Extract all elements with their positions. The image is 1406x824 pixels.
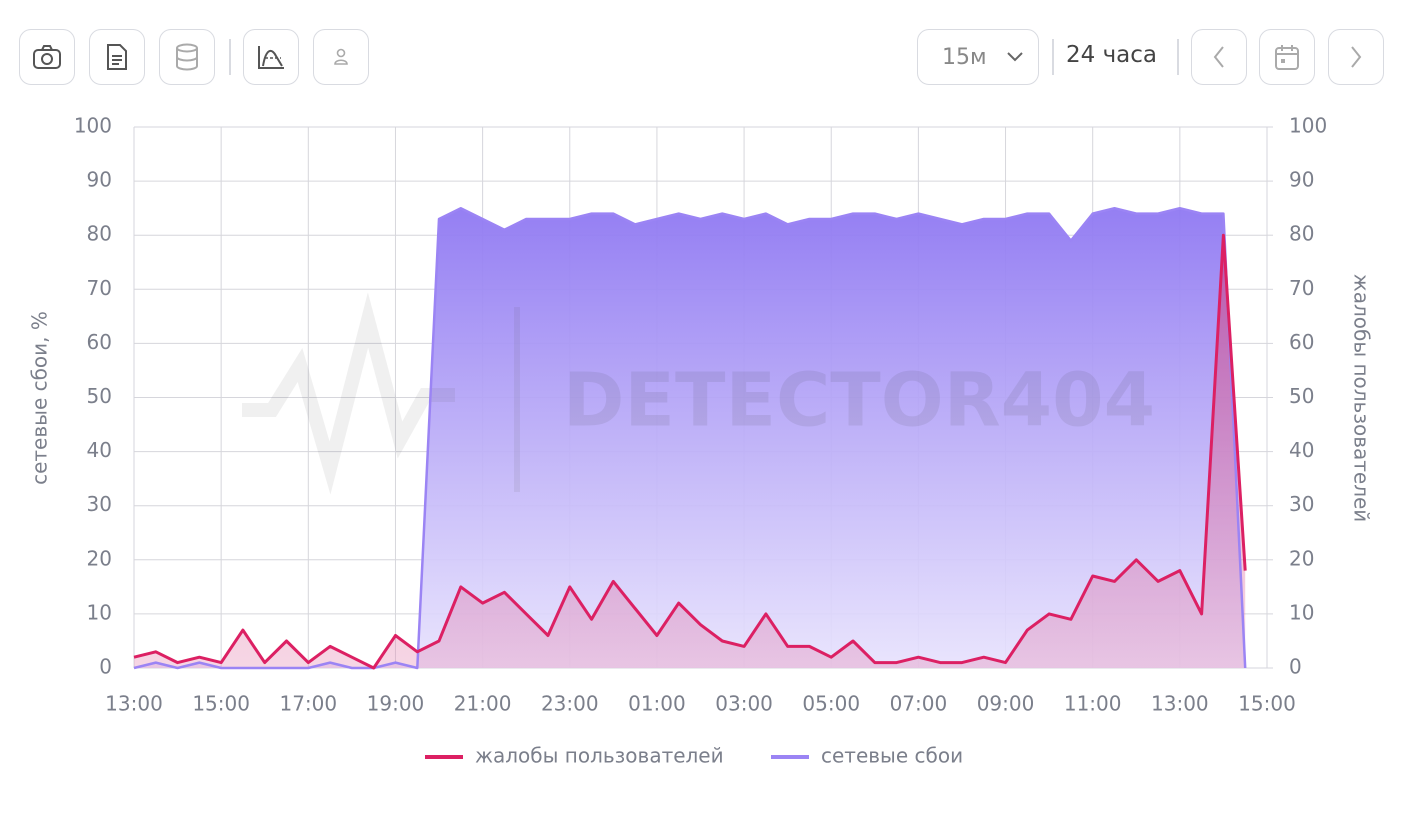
y-tick-label: 0	[99, 655, 112, 679]
x-tick-label: 17:00	[279, 692, 337, 716]
y2-tick-label: 70	[1289, 276, 1314, 300]
prev-button[interactable]	[1191, 29, 1247, 85]
calendar-button[interactable]	[1259, 29, 1315, 85]
series-line	[133, 206, 1247, 670]
y2-tick-label: 30	[1289, 492, 1314, 516]
y-tick-label: 50	[87, 384, 112, 408]
watermark-text: DETECTOR404	[563, 358, 1155, 444]
area-fill	[134, 235, 1246, 668]
y2-tick-label: 90	[1289, 168, 1314, 192]
separator	[229, 39, 231, 75]
y2-tick-label: 10	[1289, 600, 1314, 624]
x-tick-label: 21:00	[454, 692, 512, 716]
y2-tick-label: 40	[1289, 438, 1314, 462]
interval-select[interactable]: 15м	[917, 29, 1039, 85]
area-fill	[134, 208, 1246, 668]
x-tick-label: 05:00	[802, 692, 860, 716]
database-button[interactable]	[159, 29, 215, 85]
y-axis-label: сетевые сбои, %	[28, 311, 52, 485]
y-tick-label: 60	[87, 330, 112, 354]
x-tick-label: 11:00	[1064, 692, 1122, 716]
x-tick-label: 03:00	[715, 692, 773, 716]
y2-tick-label: 50	[1289, 384, 1314, 408]
x-tick-label: 23:00	[541, 692, 599, 716]
y2-tick-label: 60	[1289, 330, 1314, 354]
y-tick-label: 30	[87, 492, 112, 516]
separator	[1052, 39, 1054, 75]
x-tick-label: 07:00	[890, 692, 948, 716]
x-tick-label: 15:00	[1238, 692, 1296, 716]
y2-tick-label: 20	[1289, 546, 1314, 570]
y-tick-label: 20	[87, 546, 112, 570]
y-tick-label: 90	[87, 168, 112, 192]
y2-tick-label: 100	[1289, 114, 1327, 138]
x-tick-label: 09:00	[977, 692, 1035, 716]
legend-label: жалобы пользователей	[475, 744, 724, 768]
chart-type-button[interactable]	[243, 29, 299, 85]
legend-label: сетевые сбои	[821, 744, 963, 768]
x-tick-label: 19:00	[367, 692, 425, 716]
y-tick-label: 80	[87, 222, 112, 246]
camera-button[interactable]	[19, 29, 75, 85]
y-tick-label: 100	[74, 114, 112, 138]
separator	[1177, 39, 1179, 75]
interval-value: 15м	[942, 44, 987, 70]
series-line	[133, 233, 1247, 670]
range-label[interactable]: 24 часа	[1066, 42, 1158, 68]
report-button[interactable]	[89, 29, 145, 85]
x-tick-label: 13:00	[105, 692, 163, 716]
x-tick-label: 01:00	[628, 692, 686, 716]
user-button[interactable]	[313, 29, 369, 85]
x-tick-label: 13:00	[1151, 692, 1209, 716]
x-tick-label: 15:00	[192, 692, 250, 716]
y2-tick-label: 0	[1289, 655, 1302, 679]
watermark: DETECTOR404	[242, 292, 1155, 495]
y-tick-label: 10	[87, 600, 112, 624]
next-button[interactable]	[1328, 29, 1384, 85]
y2-tick-label: 80	[1289, 222, 1314, 246]
y-tick-label: 40	[87, 438, 112, 462]
y2-axis-label: жалобы пользователей	[1350, 274, 1374, 523]
y-tick-label: 70	[87, 276, 112, 300]
